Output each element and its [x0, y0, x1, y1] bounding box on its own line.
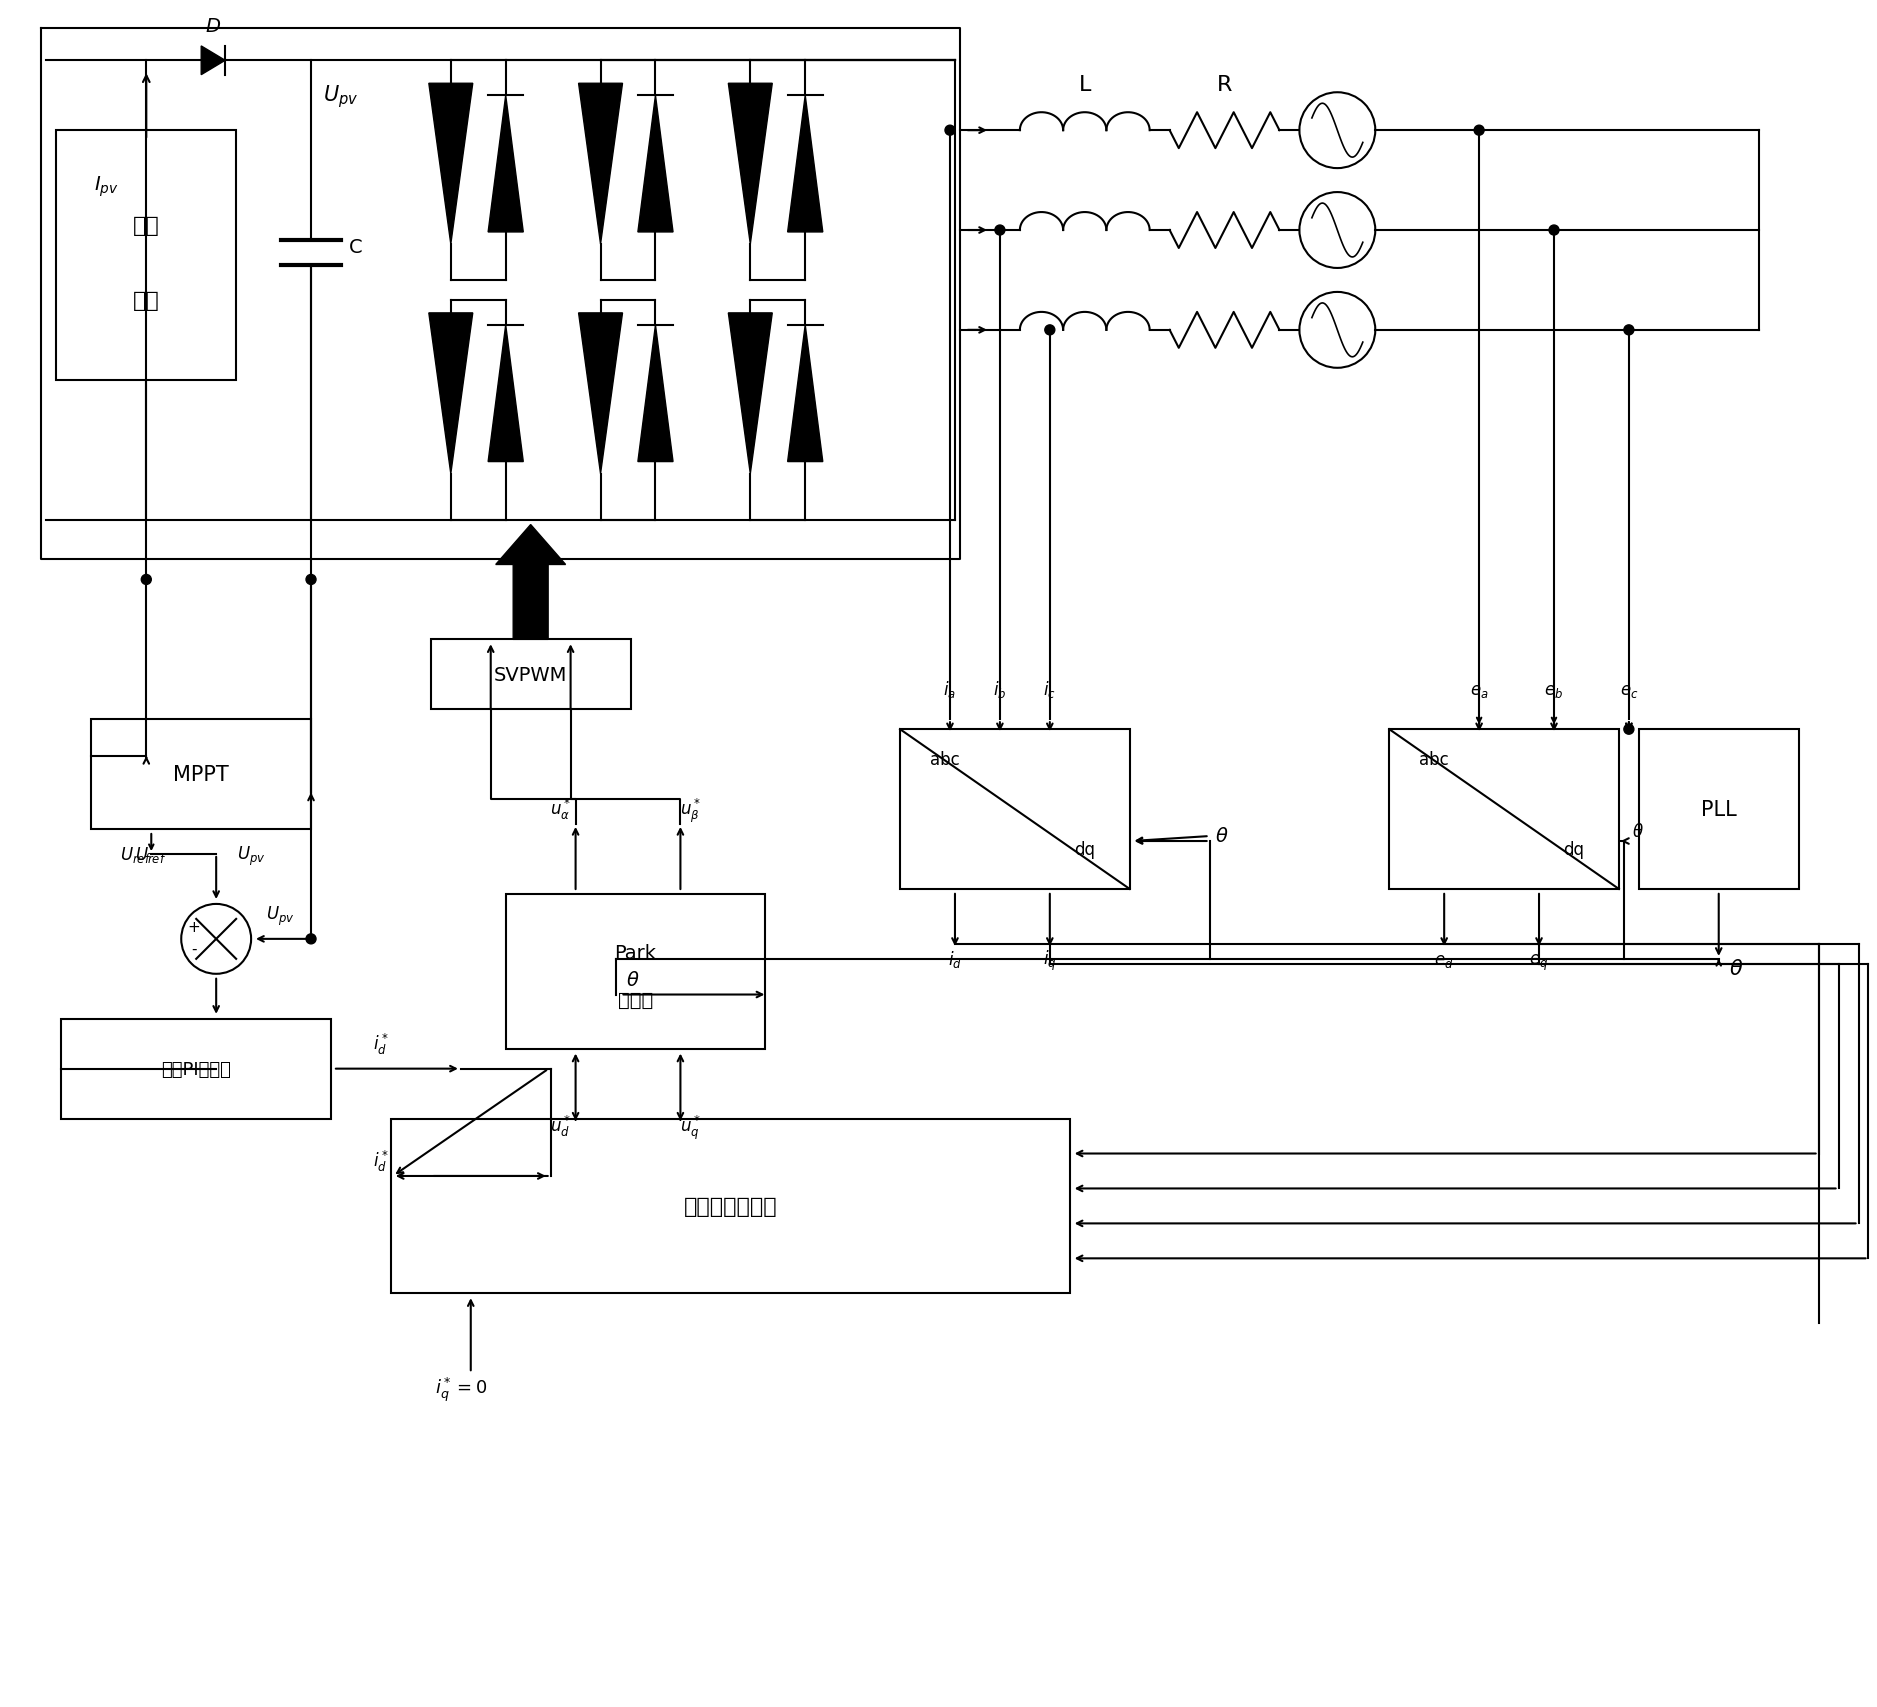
Bar — [1639, 731, 1798, 889]
Polygon shape — [788, 326, 822, 463]
Text: $i_d^*$: $i_d^*$ — [374, 1031, 389, 1057]
Text: $\theta$: $\theta$ — [1631, 823, 1644, 840]
Text: dq: dq — [1564, 840, 1584, 859]
Polygon shape — [728, 84, 771, 244]
Polygon shape — [578, 84, 623, 244]
Text: 逆变换: 逆变换 — [618, 990, 653, 1009]
Circle shape — [1624, 326, 1633, 336]
Text: $i_q$: $i_q$ — [1044, 947, 1057, 973]
Text: 光伏: 光伏 — [133, 215, 160, 236]
Bar — [505, 894, 766, 1050]
Circle shape — [141, 575, 152, 586]
Polygon shape — [638, 96, 674, 232]
Text: $i_c$: $i_c$ — [1044, 679, 1057, 700]
Bar — [390, 1118, 1070, 1294]
Bar — [1389, 731, 1618, 889]
Bar — [92, 720, 312, 830]
Text: $\theta$: $\theta$ — [1729, 958, 1744, 978]
Circle shape — [306, 575, 315, 586]
Text: $e_a$: $e_a$ — [1470, 681, 1488, 700]
Text: 阵列: 阵列 — [133, 290, 160, 311]
Text: Park: Park — [614, 944, 657, 963]
FancyArrow shape — [496, 526, 565, 640]
Text: SVPWM: SVPWM — [494, 666, 567, 685]
Text: D: D — [206, 17, 221, 36]
Text: $U_{ref}$: $U_{ref}$ — [120, 845, 152, 864]
Circle shape — [995, 225, 1004, 236]
Circle shape — [1299, 193, 1376, 268]
Bar — [62, 1019, 330, 1118]
Text: $i_d^*$: $i_d^*$ — [374, 1149, 389, 1173]
Text: 电压PI调节器: 电压PI调节器 — [161, 1060, 231, 1079]
Circle shape — [1473, 126, 1485, 137]
Text: $i_d$: $i_d$ — [948, 949, 963, 970]
Text: $e_b$: $e_b$ — [1545, 681, 1564, 700]
Text: $U_{pv}$: $U_{pv}$ — [323, 84, 359, 109]
Text: $\theta$: $\theta$ — [625, 970, 638, 988]
Polygon shape — [578, 314, 623, 475]
Bar — [432, 640, 631, 710]
Text: $e_d$: $e_d$ — [1434, 951, 1455, 970]
Text: abc: abc — [931, 751, 959, 768]
Text: -: - — [191, 941, 197, 956]
Text: $i_a$: $i_a$ — [944, 679, 957, 700]
Polygon shape — [428, 84, 473, 244]
Bar — [56, 131, 237, 381]
Circle shape — [306, 934, 315, 944]
Text: +: + — [188, 920, 201, 934]
Text: $U_{pv}$: $U_{pv}$ — [267, 905, 295, 927]
Bar — [901, 731, 1130, 889]
Text: $u_q^*$: $u_q^*$ — [679, 1113, 700, 1140]
Polygon shape — [488, 326, 524, 463]
Circle shape — [944, 126, 955, 137]
Polygon shape — [638, 326, 674, 463]
Text: L: L — [1079, 75, 1091, 96]
Text: $i_b$: $i_b$ — [993, 679, 1006, 700]
Text: $I_{pv}$: $I_{pv}$ — [94, 174, 118, 200]
Polygon shape — [201, 46, 225, 75]
Text: C: C — [349, 237, 362, 256]
Text: $\theta$: $\theta$ — [1214, 826, 1228, 845]
Text: MPPT: MPPT — [173, 765, 229, 785]
Polygon shape — [488, 96, 524, 232]
Circle shape — [1624, 725, 1633, 734]
Text: $U_{pv}$: $U_{pv}$ — [237, 845, 265, 867]
Circle shape — [1549, 225, 1560, 236]
Polygon shape — [428, 314, 473, 475]
Circle shape — [1299, 292, 1376, 369]
Circle shape — [1045, 326, 1055, 336]
Text: 模糊滑模控制器: 模糊滑模控制器 — [683, 1197, 777, 1215]
Text: $u_\beta^*$: $u_\beta^*$ — [679, 795, 700, 824]
Text: $e_c$: $e_c$ — [1620, 681, 1639, 700]
Polygon shape — [728, 314, 771, 475]
Text: dq: dq — [1074, 840, 1096, 859]
Circle shape — [1299, 94, 1376, 169]
Text: $u_\alpha^*$: $u_\alpha^*$ — [550, 797, 571, 821]
Text: $U_{ref}$: $U_{ref}$ — [135, 845, 167, 864]
Text: PLL: PLL — [1701, 799, 1736, 819]
Text: $e_q$: $e_q$ — [1530, 953, 1549, 973]
Text: $i_q^*=0$: $i_q^*=0$ — [435, 1376, 486, 1403]
Text: $u_d^*$: $u_d^*$ — [550, 1113, 571, 1139]
Polygon shape — [788, 96, 822, 232]
Text: abc: abc — [1419, 751, 1449, 768]
Text: R: R — [1216, 75, 1231, 96]
Circle shape — [182, 905, 252, 975]
